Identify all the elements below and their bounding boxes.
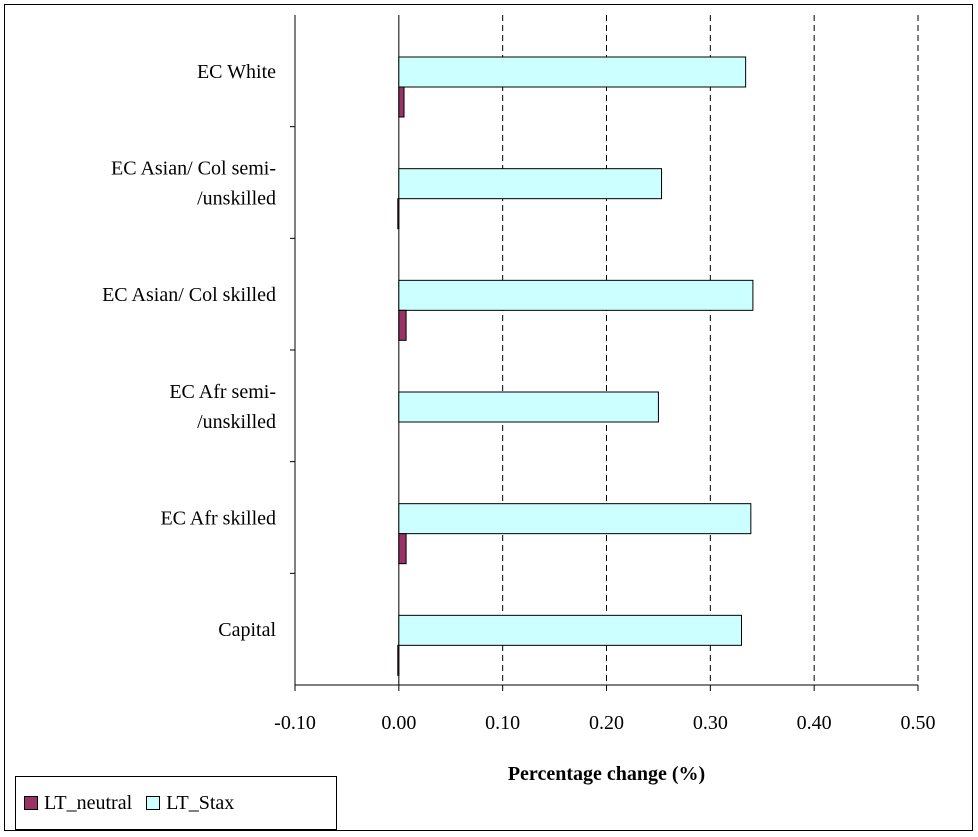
category-label-0: EC White: [197, 61, 276, 83]
chart-plot: -0.10 0.00 0.10 0.20 0.30 0.40 0.50 EC White EC …: [102, 15, 936, 785]
x-tick-label-6: 0.50: [901, 712, 936, 734]
x-tick-label-2: 0.10: [485, 712, 520, 734]
category-label-5: Capital: [218, 619, 276, 641]
x-axis-title: Percentage change (%): [508, 763, 705, 785]
category-label-1-1: /unskilled: [197, 188, 276, 210]
legend-item-lt-stax: LT_Stax: [146, 792, 234, 815]
x-tick-label-4: 0.30: [693, 712, 728, 734]
bar-lt-stax-1: [398, 168, 663, 200]
legend-item-lt-neutral: LT_neutral: [24, 792, 132, 815]
bar-lt-neutral-4: [398, 533, 407, 565]
bar-lt-stax-4: [398, 503, 752, 535]
x-tick-label-0: -0.10: [274, 712, 316, 734]
bar-lt-neutral-2: [398, 309, 407, 341]
x-tick-label-3: 0.20: [589, 712, 624, 734]
bar-lt-neutral-1: [397, 198, 400, 230]
bar-lt-stax-3: [398, 391, 659, 423]
legend: LT_neutral LT_Stax: [15, 776, 337, 830]
x-tick-label-5: 0.40: [797, 712, 832, 734]
legend-label-lt-neutral: LT_neutral: [44, 791, 133, 814]
bar-lt-stax-5: [398, 614, 742, 646]
category-label-4: EC Afr skilled: [160, 508, 276, 530]
bar-lt-stax-0: [398, 56, 747, 88]
bar-lt-stax-2: [398, 279, 754, 311]
category-label-3-1: /unskilled: [197, 411, 276, 433]
category-label-3-0: EC Afr semi-: [169, 381, 276, 403]
legend-swatch-lt-stax: [146, 796, 161, 810]
bar-lt-neutral-5: [397, 644, 400, 676]
legend-label-lt-stax: LT_Stax: [166, 791, 235, 814]
legend-swatch-lt-neutral: [24, 796, 38, 810]
bar-lt-neutral-0: [398, 86, 405, 118]
chart-frame: -0.10 0.00 0.10 0.20 0.30 0.40 0.50 EC White EC …: [4, 4, 973, 831]
category-label-1-0: EC Asian/ Col semi-: [111, 158, 276, 180]
x-tick-label-1: 0.00: [381, 712, 416, 734]
category-label-2: EC Asian/ Col skilled: [102, 284, 276, 306]
